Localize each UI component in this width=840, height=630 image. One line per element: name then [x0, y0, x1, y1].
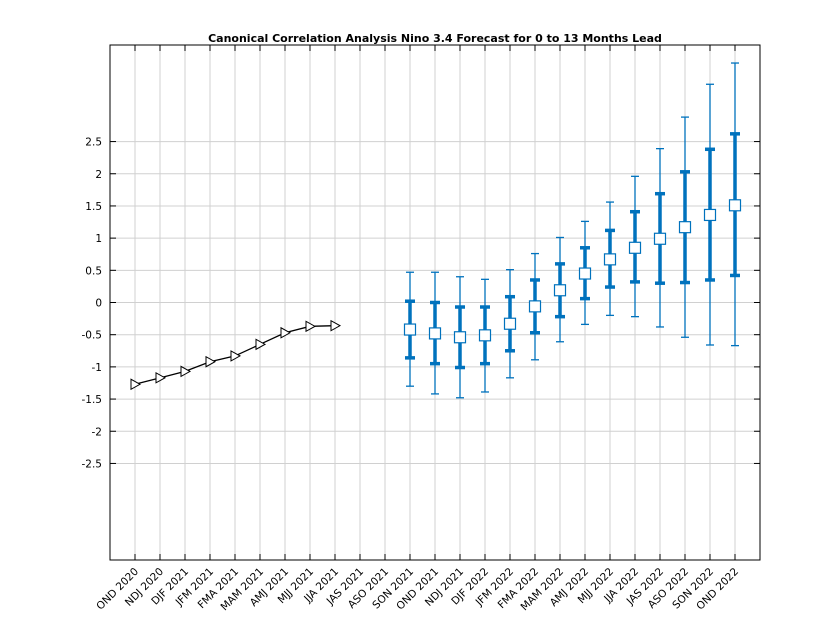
forecast-errorbar [728, 62, 742, 347]
observed-point [180, 365, 192, 378]
y-tick-label: -1 [92, 362, 102, 374]
forecast-errorbar [628, 175, 642, 318]
chart-title: Canonical Correlation Analysis Nino 3.4 … [208, 32, 662, 45]
forecast-errorbar [453, 276, 467, 399]
y-tick-label: -1.5 [82, 394, 103, 406]
forecast-point [628, 241, 642, 254]
forecast-point [528, 300, 542, 313]
observed-point [230, 350, 242, 362]
forecast-errorbar [528, 252, 542, 361]
forecast-errorbar [428, 271, 442, 395]
forecast-point [553, 284, 567, 297]
observed-point [255, 338, 267, 351]
y-tick-label: 2 [95, 169, 102, 181]
forecast-errorbar [503, 269, 517, 379]
observed-point [155, 371, 167, 384]
y-tick-label: -2 [92, 426, 102, 438]
y-tick-label: 2.5 [85, 137, 102, 149]
y-tick-label: -2.5 [82, 458, 103, 470]
forecast-point [428, 327, 442, 340]
y-tick-labels: -2.5 -2 -1.5 -1 -0.5 0 0.5 1 1.5 2 2.5 [82, 137, 103, 471]
observed-point [280, 326, 292, 339]
forecast-errorbar [678, 116, 692, 338]
forecast-errorbar [553, 236, 567, 343]
y-tick-label: 0.5 [85, 265, 102, 277]
forecast-errorbar [653, 147, 667, 328]
forecast-point [403, 323, 417, 336]
forecast-point [653, 232, 667, 245]
forecast-errorbar [603, 201, 617, 317]
y-tick-label: 0 [95, 298, 102, 310]
forecast-errorbar [403, 271, 417, 387]
forecast-point [728, 199, 742, 212]
forecast-point [703, 208, 717, 222]
forecast-point [678, 221, 692, 234]
forecast-point [603, 253, 617, 266]
forecast-point [578, 267, 592, 280]
forecast-errorbar [578, 220, 592, 326]
observed-point [330, 319, 342, 332]
observed-series [130, 319, 342, 391]
observed-point [205, 355, 217, 368]
y-tick-label: 1 [95, 233, 102, 245]
forecast-point [478, 329, 492, 342]
y-tick-label: -0.5 [82, 330, 103, 342]
observed-point [305, 320, 317, 333]
forecast-series [403, 62, 742, 399]
y-tick-label: 1.5 [85, 201, 102, 213]
forecast-errorbar [703, 83, 717, 346]
observed-point [130, 378, 142, 391]
forecast-point [503, 317, 517, 330]
plot-area-frame [109, 44, 761, 561]
forecast-errorbar [478, 278, 492, 393]
forecast-point [453, 331, 467, 344]
